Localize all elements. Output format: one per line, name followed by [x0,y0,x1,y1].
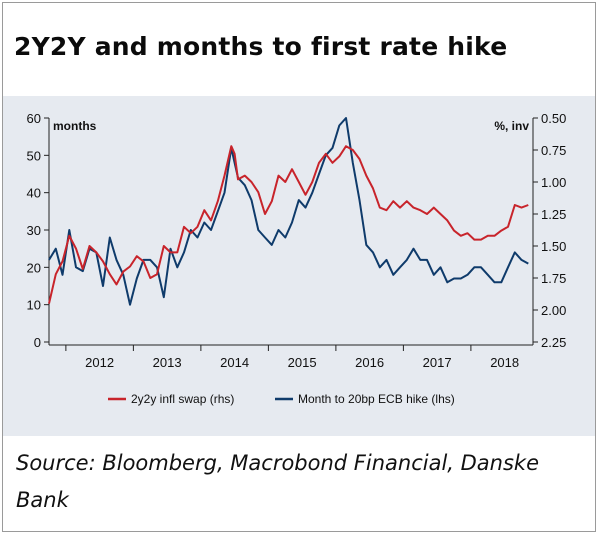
left-tick-label: 10 [27,298,41,313]
left-tick-label: 20 [27,260,41,275]
series-line-infl [48,145,529,304]
left-tick-label: 50 [27,148,41,163]
source-note: Source: Bloomberg, Macrobond Financial, … [16,451,540,512]
legend-label-months: Month to 20bp ECB hike (lhs) [298,392,455,406]
left-tick-label: 30 [27,223,41,238]
x-tick-label: 2014 [220,355,249,370]
chart-legend: 2y2y infl swap (rhs) Month to 20bp ECB h… [108,392,455,406]
chart-panel: months %, inv 0 10 20 30 40 50 60 0.50 0.75 1.00… [3,96,595,436]
right-tick-label: 0.50 [541,111,566,126]
series-line-months [48,117,529,306]
x-tick-label: 2015 [288,355,317,370]
right-tick-label: 2.00 [541,303,566,318]
right-tick-label: 0.75 [541,143,566,158]
x-tick-label: 2012 [85,355,114,370]
left-tick-group: 0 10 20 30 40 50 60 [27,111,49,350]
right-tick-group: 0.50 0.75 1.00 1.25 1.50 1.75 2.00 2.25 [533,111,566,350]
x-tick-label: 2017 [423,355,452,370]
x-tick-group: 2012 2013 2014 2015 2016 2017 2018 [65,345,519,370]
legend-label-infl: 2y2y infl swap (rhs) [131,392,234,406]
line-chart: months %, inv 0 10 20 30 40 50 60 0.50 0.75 1.00… [27,111,567,406]
left-axis-label: months [53,119,97,133]
page-title: 2Y2Y and months to first rate hike [14,32,508,61]
left-tick-label: 40 [27,186,41,201]
right-tick-label: 1.50 [541,239,566,254]
right-tick-label: 1.25 [541,207,566,222]
right-tick-label: 1.00 [541,175,566,190]
chart-axes [48,118,534,346]
right-axis-label: %, inv [494,119,529,133]
right-tick-label: 1.75 [541,271,566,286]
left-tick-label: 60 [27,111,41,126]
x-tick-label: 2016 [355,355,384,370]
figure-frame [2,2,596,532]
right-tick-label: 2.25 [541,335,566,350]
left-tick-label: 0 [34,335,41,350]
x-tick-label: 2018 [490,355,519,370]
x-tick-label: 2013 [153,355,182,370]
